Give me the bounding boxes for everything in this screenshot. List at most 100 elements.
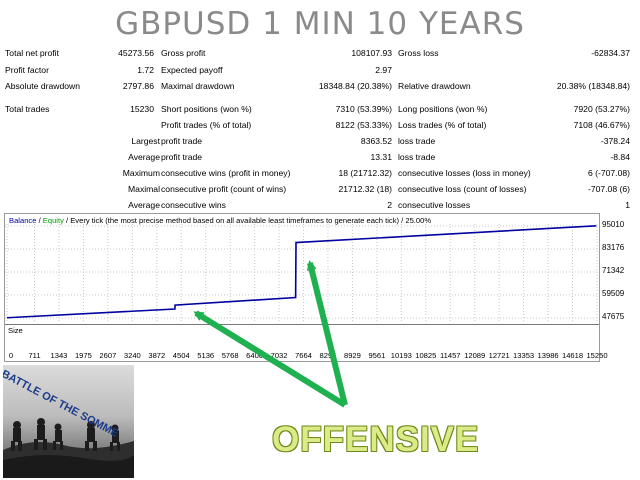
stats-row-9: Maximal consecutive profit (count of win… xyxy=(0,184,640,197)
x-tick-label: 7032 xyxy=(270,351,288,360)
loss-trades-value: 7108 (46.67%) xyxy=(573,120,630,130)
x-tick-label: 9561 xyxy=(368,351,386,360)
x-tick-label: 14618 xyxy=(561,351,584,360)
x-tick-label: 12721 xyxy=(488,351,510,360)
x-tick-label: 711 xyxy=(28,351,41,360)
average-label: Average xyxy=(128,152,160,162)
profit-factor-value: 1.72 xyxy=(137,65,154,75)
x-tick-label: 0 xyxy=(8,351,14,360)
legend-balance: Balance xyxy=(9,216,37,225)
largest-profit-trade-value: 8363.52 xyxy=(360,136,392,146)
absolute-drawdown-label: Absolute drawdown xyxy=(5,81,81,91)
x-tick-label: 1975 xyxy=(74,351,92,360)
x-tick-label: 10193 xyxy=(390,351,412,360)
relative-drawdown-label: Relative drawdown xyxy=(398,81,471,91)
largest-profit-trade-label: profit trade xyxy=(161,136,203,146)
offensive-label: OFFENSIVE xyxy=(272,420,480,459)
x-tick-label: 8296 xyxy=(319,351,337,360)
x-tick-label: 3240 xyxy=(123,351,141,360)
profit-factor-label: Profit factor xyxy=(5,65,49,75)
stats-row-8: Maximum consecutive wins (profit in mone… xyxy=(0,168,640,181)
maximal-drawdown-label: Maximal drawdown xyxy=(161,81,235,91)
max-consec-wins-label: consecutive wins (profit in money) xyxy=(161,168,291,178)
profit-trades-label: Profit trades (% of total) xyxy=(161,120,252,130)
x-tick-label: 1343 xyxy=(50,351,68,360)
balance-plot xyxy=(5,224,599,322)
legend-sep: / xyxy=(36,216,43,225)
y-tick-label: 95010 xyxy=(602,220,625,229)
long-positions-value: 7920 (53.27%) xyxy=(573,104,630,114)
gross-profit-value: 108107.93 xyxy=(351,48,392,58)
x-tick-label: 3872 xyxy=(148,351,166,360)
avg-consec-wins-label: consecutive wins xyxy=(161,200,226,210)
x-tick-label: 5136 xyxy=(197,351,215,360)
total-trades-value: 15230 xyxy=(130,104,154,114)
average-profit-trade-label: profit trade xyxy=(161,152,203,162)
stats-row-7: Average profit trade 13.31 loss trade -8… xyxy=(0,152,640,165)
expected-payoff-label: Expected payoff xyxy=(161,65,223,75)
x-tick-label: 4504 xyxy=(172,351,190,360)
legend-method: / Every tick (the most precise method ba… xyxy=(63,216,432,225)
average2-label: Average xyxy=(128,200,160,210)
x-tick-label: 6400 xyxy=(246,351,264,360)
x-tick-label: 13986 xyxy=(537,351,559,360)
y-tick-label: 59509 xyxy=(602,288,625,298)
x-tick-label: 10825 xyxy=(415,351,437,360)
x-tick-label: 2607 xyxy=(99,351,117,360)
short-positions-label: Short positions (won %) xyxy=(161,104,252,114)
size-divider xyxy=(5,324,599,325)
y-tick-label: 47675 xyxy=(602,312,625,321)
avg-consec-losses-value: 1 xyxy=(625,200,630,210)
maximal-consec-loss-label: consecutive loss (count of losses) xyxy=(398,184,527,194)
gross-loss-label: Gross loss xyxy=(398,48,439,58)
maximal-drawdown-value: 18348.84 (20.38%) xyxy=(318,81,392,91)
gross-profit-label: Gross profit xyxy=(161,48,206,58)
page-title: GBPUSD 1 MIN 10 YEARS xyxy=(115,6,525,42)
stats-row-4: Total trades 15230 Short positions (won … xyxy=(0,104,640,117)
profit-trades-value: 8122 (53.33%) xyxy=(335,120,392,130)
maximum-label: Maximum xyxy=(122,168,160,178)
avg-consec-losses-label: consecutive losses xyxy=(398,200,471,210)
stats-row-10: Average consecutive wins 2 consecutive l… xyxy=(0,200,640,213)
y-tick-label: 83176 xyxy=(602,243,625,252)
balance-line xyxy=(6,225,597,319)
x-tick-label: 11457 xyxy=(439,351,461,360)
x-tick-label: 13353 xyxy=(513,351,535,360)
chart-legend: Balance / Equity / Every tick (the most … xyxy=(9,216,431,225)
total-net-profit-label: Total net profit xyxy=(5,48,59,58)
average-loss-trade-label: loss trade xyxy=(398,152,436,162)
x-tick-label: 5768 xyxy=(221,351,239,360)
gross-loss-value: -62834.37 xyxy=(591,48,630,58)
total-trades-label: Total trades xyxy=(5,104,50,114)
maximal-consec-loss-value: -707.08 (6) xyxy=(587,184,630,194)
maximal-label: Maximal xyxy=(128,184,160,194)
legend-equity: Equity xyxy=(42,216,64,225)
x-tick-label: 8929 xyxy=(343,351,361,360)
size-label: Size xyxy=(8,326,23,335)
loss-trades-label: Loss trades (% of total) xyxy=(398,120,487,130)
stats-row-3: Absolute drawdown 2797.86 Maximal drawdo… xyxy=(0,81,640,94)
stats-row-5: Profit trades (% of total) 8122 (53.33%)… xyxy=(0,120,640,133)
stats-row-2: Profit factor 1.72 Expected payoff 2.97 xyxy=(0,65,640,78)
max-consec-losses-label: consecutive losses (loss in money) xyxy=(398,168,531,178)
balance-chart: Balance / Equity / Every tick (the most … xyxy=(4,213,600,362)
stats-row-6: Largest profit trade 8363.52 loss trade … xyxy=(0,136,640,149)
largest-loss-trade-value: -378.24 xyxy=(600,136,630,146)
total-net-profit-value: 45273.56 xyxy=(118,48,154,58)
stats-row-1: Total net profit 45273.56 Gross profit 1… xyxy=(0,48,640,61)
y-tick-label: 71342 xyxy=(602,266,625,275)
relative-drawdown-value: 20.38% (18348.84) xyxy=(556,81,630,91)
largest-loss-trade-label: loss trade xyxy=(398,136,436,146)
maximal-consec-profit-label: consecutive profit (count of wins) xyxy=(161,184,287,194)
average-profit-trade-value: 13.31 xyxy=(370,152,392,162)
soldiers-silhouette xyxy=(3,418,134,478)
battle-photo: BATTLE OF THE SOMME xyxy=(3,365,134,478)
max-consec-losses-value: 6 (-707.08) xyxy=(587,168,630,178)
average-loss-trade-value: -8.84 xyxy=(610,152,630,162)
max-consec-wins-value: 18 (21712.32) xyxy=(338,168,392,178)
largest-label: Largest xyxy=(131,136,160,146)
avg-consec-wins-value: 2 xyxy=(387,200,392,210)
x-tick-label: 12089 xyxy=(464,351,486,360)
x-tick-label: 15250 xyxy=(586,351,608,360)
x-tick-label: 7664 xyxy=(295,351,312,360)
